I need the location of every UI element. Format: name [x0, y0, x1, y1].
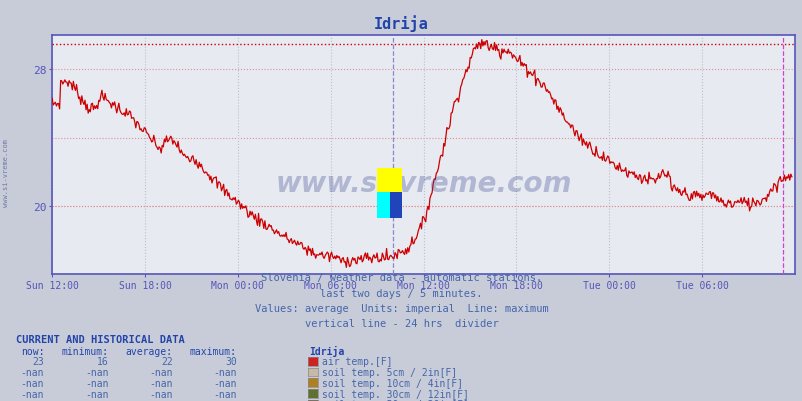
Text: maximum:: maximum:	[189, 346, 237, 356]
Text: -nan: -nan	[213, 378, 237, 388]
Text: www.si-vreme.com: www.si-vreme.com	[2, 138, 9, 207]
Text: now:: now:	[21, 346, 44, 356]
Text: -nan: -nan	[149, 367, 172, 377]
Text: www.si-vreme.com: www.si-vreme.com	[275, 170, 571, 198]
Text: -nan: -nan	[85, 367, 108, 377]
Text: 22: 22	[160, 356, 172, 366]
Text: CURRENT AND HISTORICAL DATA: CURRENT AND HISTORICAL DATA	[16, 334, 184, 344]
Text: Idrija: Idrija	[309, 345, 344, 356]
Text: -nan: -nan	[85, 389, 108, 399]
Bar	[389, 193, 402, 219]
Text: vertical line - 24 hrs  divider: vertical line - 24 hrs divider	[304, 318, 498, 328]
Text: air temp.[F]: air temp.[F]	[322, 356, 392, 366]
Text: last two days / 5 minutes.: last two days / 5 minutes.	[320, 288, 482, 298]
Bar	[377, 168, 402, 193]
Text: -nan: -nan	[213, 399, 237, 401]
Text: -nan: -nan	[21, 399, 44, 401]
Text: 30: 30	[225, 356, 237, 366]
Text: soil temp. 10cm / 4in[F]: soil temp. 10cm / 4in[F]	[322, 378, 463, 388]
Text: 23: 23	[32, 356, 44, 366]
Text: soil temp. 50cm / 20in[F]: soil temp. 50cm / 20in[F]	[322, 399, 468, 401]
Text: -nan: -nan	[21, 389, 44, 399]
Text: -nan: -nan	[149, 378, 172, 388]
Text: -nan: -nan	[21, 378, 44, 388]
Text: -nan: -nan	[85, 399, 108, 401]
Text: -nan: -nan	[21, 367, 44, 377]
Text: Slovenia / weather data - automatic stations.: Slovenia / weather data - automatic stat…	[261, 273, 541, 283]
Text: -nan: -nan	[149, 399, 172, 401]
Text: average:: average:	[125, 346, 172, 356]
Bar	[377, 193, 389, 219]
Text: 16: 16	[96, 356, 108, 366]
Text: soil temp. 30cm / 12in[F]: soil temp. 30cm / 12in[F]	[322, 389, 468, 399]
Text: -nan: -nan	[85, 378, 108, 388]
Text: -nan: -nan	[213, 389, 237, 399]
Text: -nan: -nan	[149, 389, 172, 399]
Text: minimum:: minimum:	[61, 346, 108, 356]
Text: Values: average  Units: imperial  Line: maximum: Values: average Units: imperial Line: ma…	[254, 303, 548, 313]
Text: Idrija: Idrija	[374, 15, 428, 32]
Text: -nan: -nan	[213, 367, 237, 377]
Text: soil temp. 5cm / 2in[F]: soil temp. 5cm / 2in[F]	[322, 367, 456, 377]
